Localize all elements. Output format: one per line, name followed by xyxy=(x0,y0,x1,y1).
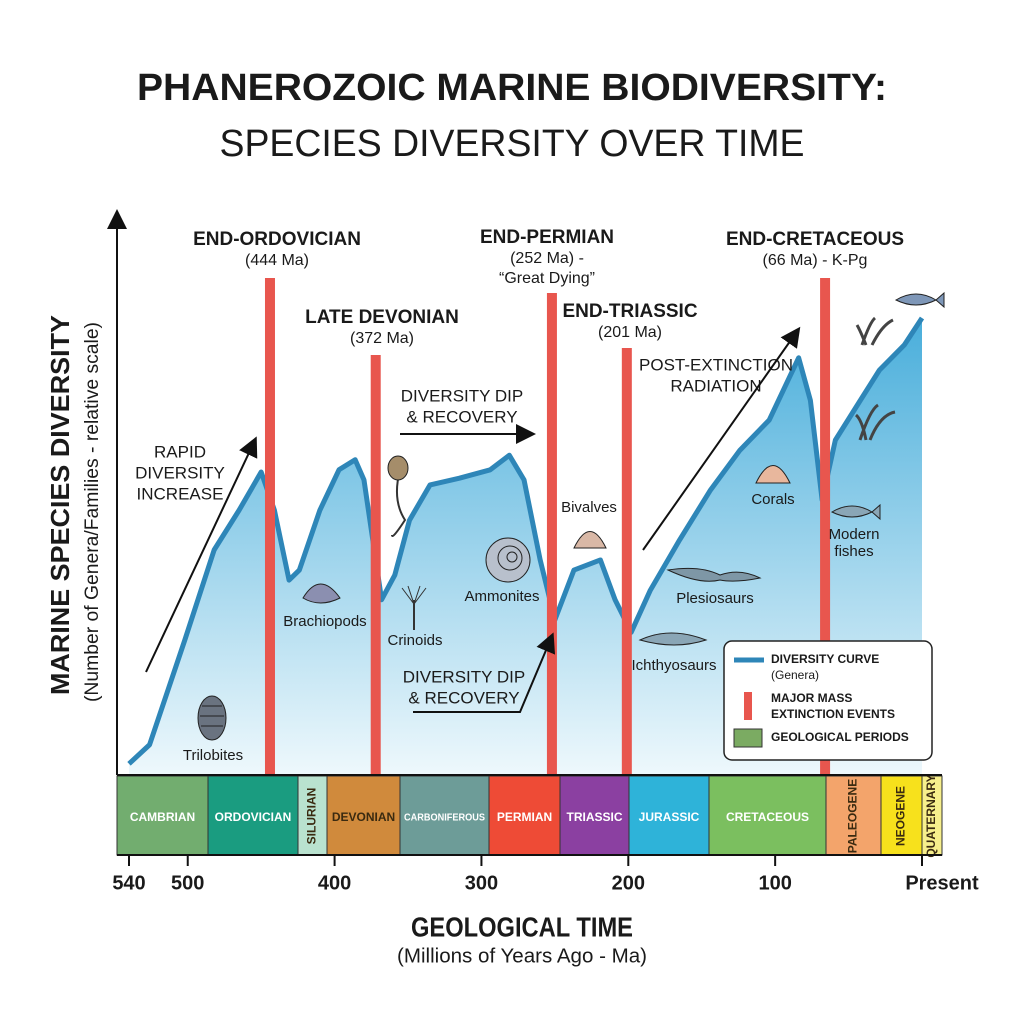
period-label: CRETACEOUS xyxy=(726,810,809,824)
overlay: END-ORDOVICIAN (444 Ma) LATE DEVONIAN (372 … xyxy=(135,227,945,775)
fossil-icon xyxy=(830,503,881,521)
fossil-label: Modern xyxy=(829,526,880,543)
extinction-detail: (252 Ma) - xyxy=(510,250,584,267)
annotation: DIVERSITY DIP xyxy=(401,386,524,405)
extinction-bar xyxy=(621,348,632,775)
period-label: CARBONIFEROUS xyxy=(404,813,485,824)
fossil-icons xyxy=(197,291,945,741)
y-axis-title: MARINE SPECIES DIVERSITY xyxy=(45,315,75,695)
fossil-label: Crinoids xyxy=(387,632,442,649)
fossil-icon xyxy=(894,291,945,309)
period-label: PALEOGENE xyxy=(846,779,860,853)
extinction-bar xyxy=(264,278,275,775)
fossil-label: Ammonites xyxy=(464,588,539,605)
period-label: JURASSIC xyxy=(639,810,700,824)
legend-label: (Genera) xyxy=(771,668,819,682)
period-band xyxy=(399,775,490,856)
fossil-label: fishes xyxy=(834,543,873,560)
legend: DIVERSITY CURVE (Genera) MAJOR MASS EXTINCT… xyxy=(723,640,933,761)
legend-box xyxy=(723,640,933,761)
extinction-name: END-CRETACEOUS xyxy=(726,229,904,250)
period-label: ORDOVICIAN xyxy=(215,810,292,824)
period-band xyxy=(116,775,209,856)
legend-label: GEOLOGICAL PERIODS xyxy=(771,730,909,744)
fossil-icon xyxy=(506,551,518,563)
annotation: RADIATION xyxy=(670,376,761,395)
extinction-name: END-ORDOVICIAN xyxy=(193,229,361,250)
fossil-icon xyxy=(391,469,407,537)
fossil-icon xyxy=(573,531,607,549)
x-axis-title: GEOLOGICAL TIME xyxy=(411,911,633,942)
x-tick-label: 500 xyxy=(171,872,204,894)
x-tick-label: 400 xyxy=(318,872,351,894)
extinction-detail: “Great Dying” xyxy=(499,270,595,287)
chart-subtitle: SPECIES DIVERSITY OVER TIME xyxy=(220,123,805,165)
annotation: DIVERSITY xyxy=(135,463,225,482)
fossil-label: Brachiopods xyxy=(283,613,366,630)
fossil-icon xyxy=(200,705,224,727)
extinction-name: END-TRIASSIC xyxy=(562,301,697,322)
extinction-bar xyxy=(370,355,381,775)
period-label: CAMBRIAN xyxy=(130,810,195,824)
extinction-name: LATE DEVONIAN xyxy=(305,307,459,328)
fossil-label: Corals xyxy=(751,491,794,508)
y-axis-subtitle: (Number of Genera/Families - relative sc… xyxy=(82,322,103,702)
period-label: PERMIAN xyxy=(497,810,552,824)
extinction-name: END-PERMIAN xyxy=(480,227,614,248)
fossil-icon xyxy=(197,695,227,741)
annotation-arrow xyxy=(642,326,801,551)
extinction-detail: (66 Ma) - K-Pg xyxy=(763,252,868,269)
period-band xyxy=(628,775,710,856)
period-label: NEOGENE xyxy=(894,786,908,846)
chart-title: PHANEROZOIC MARINE BIODIVERSITY: xyxy=(137,67,887,109)
fossil-label: Ichthyosaurs xyxy=(631,657,716,674)
fossil-icon xyxy=(854,403,896,441)
period-label: TRIASSIC xyxy=(566,810,622,824)
annotation: DIVERSITY DIP xyxy=(403,667,526,686)
period-label: DEVONIAN xyxy=(332,810,395,824)
period-band xyxy=(326,775,401,856)
period-label: SILURIAN xyxy=(305,788,319,845)
legend-swatch xyxy=(744,692,752,720)
fossil-icon xyxy=(855,316,894,346)
annotation: RAPID xyxy=(154,442,206,461)
fossil-icon xyxy=(666,567,762,582)
annotation: & RECOVERY xyxy=(406,407,517,426)
annotation-arrow xyxy=(413,632,556,713)
fossil-icon xyxy=(497,545,523,571)
x-tick-label: Present xyxy=(905,872,979,894)
diversity-curve xyxy=(127,316,925,766)
legend-label: EXTINCTION EVENTS xyxy=(771,707,895,721)
annotation: INCREASE xyxy=(137,484,224,503)
fossil-label: Bivalves xyxy=(561,499,617,516)
fossil-icon xyxy=(638,632,708,646)
annotation: & RECOVERY xyxy=(408,688,519,707)
x-tick-label: 100 xyxy=(758,872,791,894)
extinction-bar xyxy=(820,278,831,775)
annotation-arrow xyxy=(145,436,258,673)
legend-swatch xyxy=(733,728,763,748)
extinction-detail: (201 Ma) xyxy=(598,324,662,341)
fossil-icon xyxy=(755,465,791,484)
x-axis-subtitle: (Millions of Years Ago - Ma) xyxy=(397,945,647,967)
x-tick-label: 300 xyxy=(465,872,498,894)
x-tick-label: 200 xyxy=(612,872,645,894)
fossil-icon xyxy=(401,585,427,606)
x-tick-label: 540 xyxy=(112,872,145,894)
fossil-icon xyxy=(387,455,409,481)
period-label: QUATERNARY xyxy=(924,774,938,857)
period-band xyxy=(880,775,923,856)
annotation: POST-EXTINCTION xyxy=(639,355,793,374)
fossil-label: Trilobites xyxy=(183,747,243,764)
extinction-detail: (372 Ma) xyxy=(350,330,414,347)
legend-label: DIVERSITY CURVE xyxy=(771,652,879,666)
fossil-label: Plesiosaurs xyxy=(676,590,754,607)
period-band xyxy=(207,775,299,856)
extinction-bar xyxy=(546,293,557,775)
fossil-icon xyxy=(302,583,341,604)
extinction-detail: (444 Ma) xyxy=(245,252,309,269)
legend-label: MAJOR MASS xyxy=(771,691,852,705)
period-band xyxy=(297,775,328,856)
